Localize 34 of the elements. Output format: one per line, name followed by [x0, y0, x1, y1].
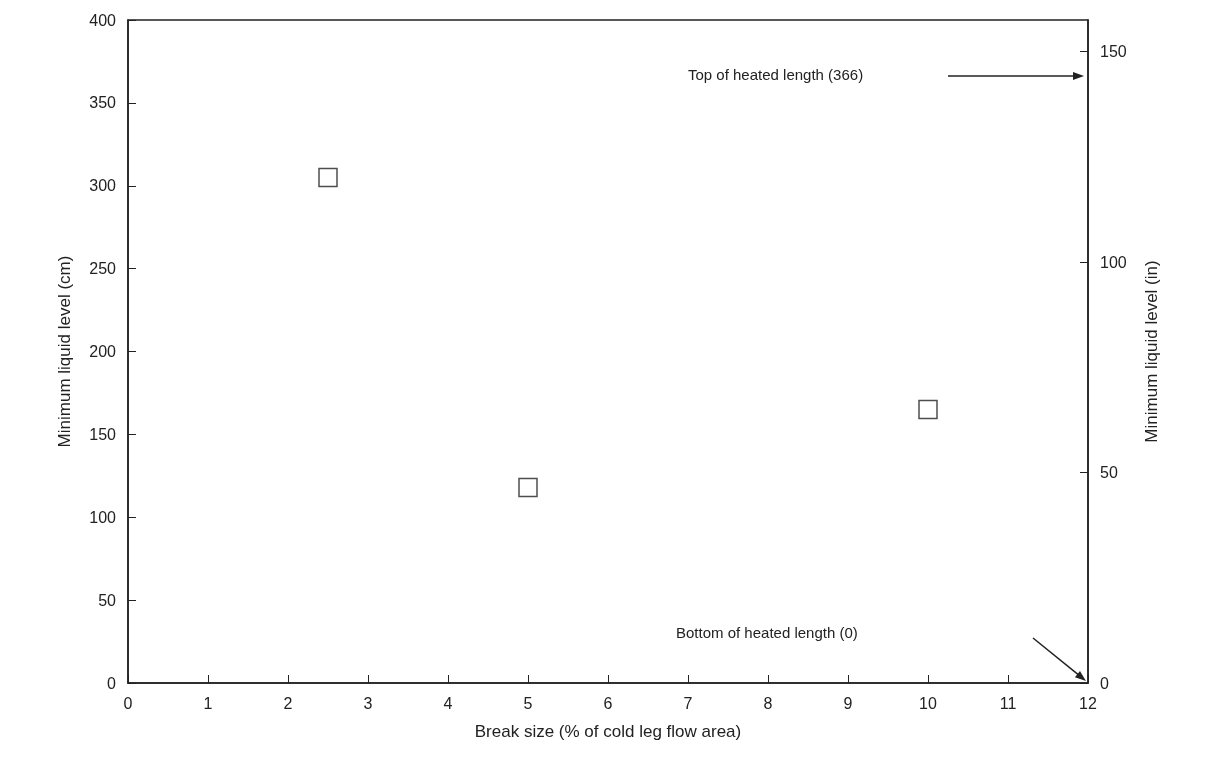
x-tick-label: 7 [683, 694, 693, 712]
annotation: Top of heated length (366) [688, 66, 864, 83]
x-axis-title: Break size (% of cold leg flow area) [474, 722, 742, 741]
point [518, 477, 538, 498]
x-tick-label: 11 [999, 694, 1017, 712]
y2-tick-label: 100 [1100, 253, 1127, 271]
y2-tick-label: 0 [1100, 674, 1109, 692]
y-axis-title: Minimum liquid level (cm) [55, 255, 74, 448]
x-tick-label: 1 [203, 694, 213, 712]
y-tick-label: 50 [98, 591, 117, 609]
x-tick-label: 5 [523, 694, 533, 712]
x-tick-label: 10 [919, 694, 937, 712]
x-tick-label: 12 [1079, 694, 1097, 712]
x-tick-label: 9 [843, 694, 853, 712]
y-tick-label: 300 [89, 177, 117, 195]
y-tick-label: 100 [89, 508, 117, 526]
y2-axis-title: Minimum liquid level (in) [1142, 260, 1161, 443]
point [918, 399, 938, 420]
annotation: Bottom of heated length (0) [676, 624, 858, 641]
x-tick-label: 3 [363, 694, 373, 712]
x-tick-label: 6 [603, 694, 613, 712]
y2-tick-label: 50 [1100, 464, 1118, 482]
y-tick-label: 150 [89, 425, 117, 443]
x-tick-label: 4 [443, 694, 453, 712]
x-tick-label: 0 [123, 694, 133, 712]
x-tick-label: 8 [763, 694, 773, 712]
y-tick-label: 250 [89, 260, 117, 278]
y-tick-label: 200 [89, 343, 117, 360]
y-tick-label: 400 [89, 11, 117, 29]
x-tick-label: 2 [283, 694, 293, 712]
y-tick-label: 350 [89, 94, 117, 112]
y2-tick-label: 150 [1100, 43, 1127, 61]
point [318, 167, 338, 188]
y-tick-label: 0 [107, 674, 117, 692]
